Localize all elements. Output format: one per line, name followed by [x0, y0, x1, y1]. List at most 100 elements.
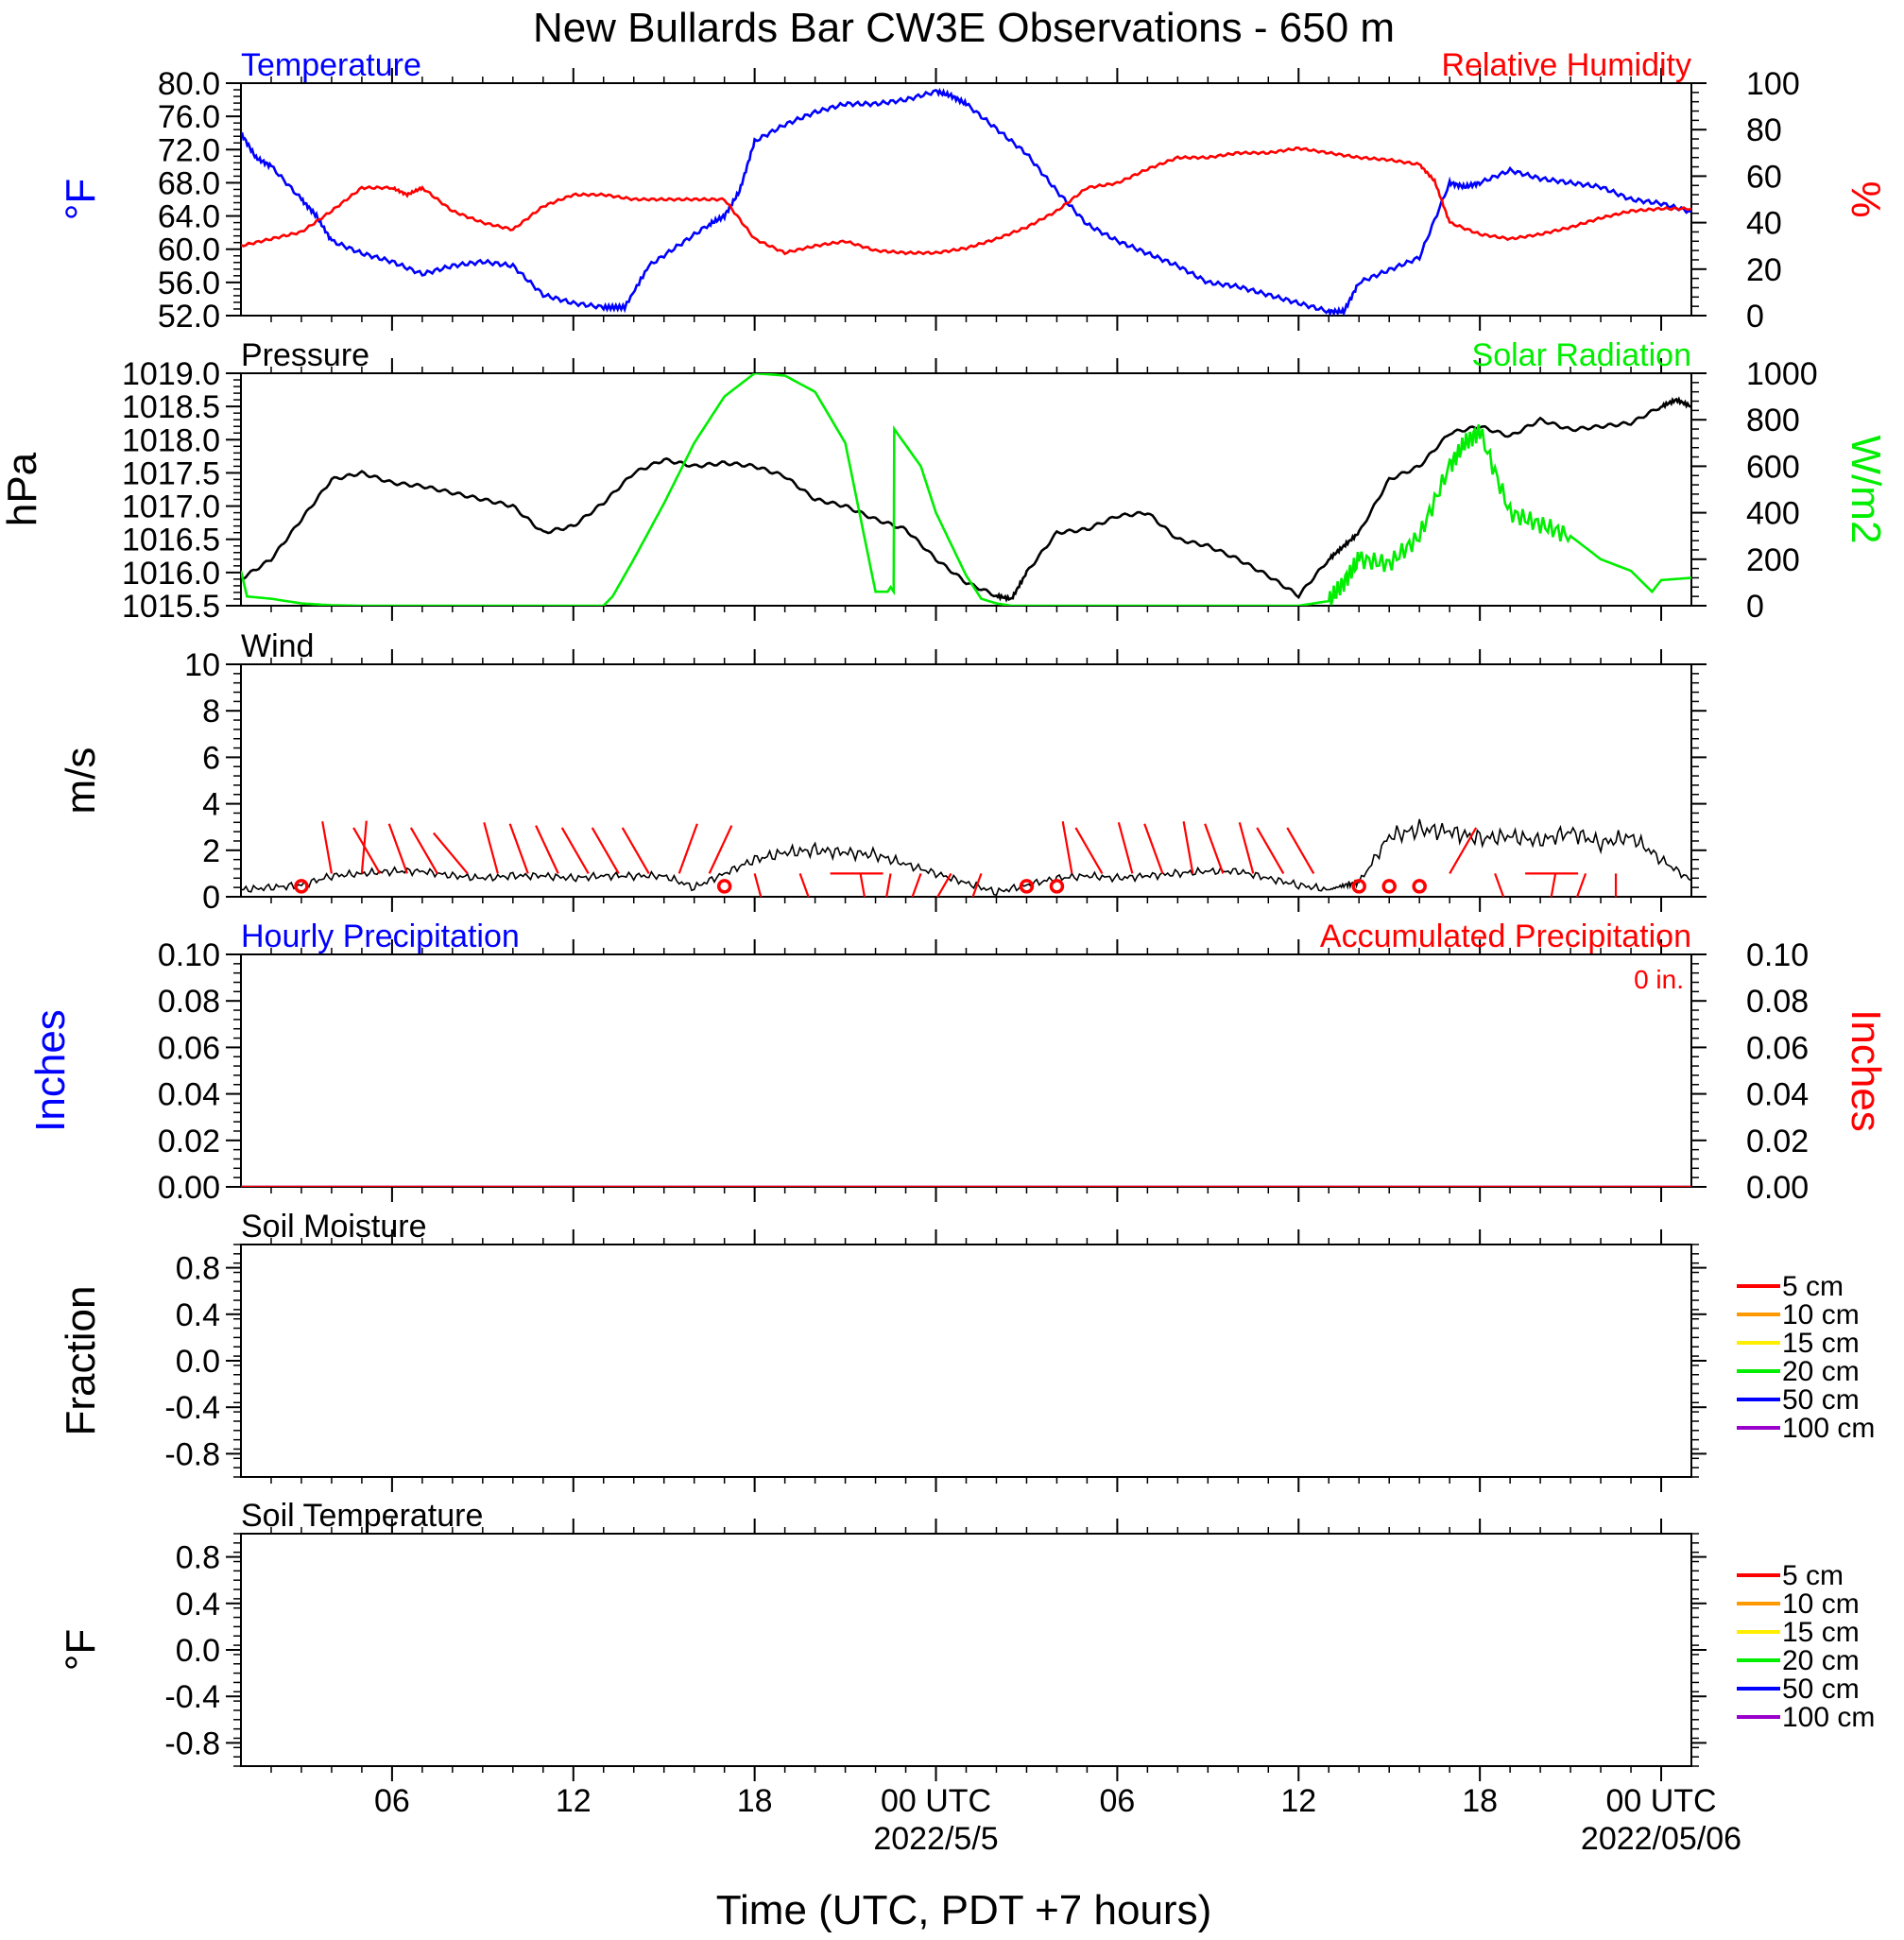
panel-title: Wind: [241, 628, 314, 664]
y-axis-label: hPa: [0, 452, 45, 526]
y-tick-label: 10: [184, 647, 220, 683]
y-right-tick-label: 0.10: [1746, 937, 1809, 973]
panel-wind: 0 2 4 6 8 10 Wind m/s: [58, 628, 1707, 916]
legend-label: 20 cm: [1782, 1645, 1860, 1676]
y-tick-label: 0: [202, 880, 220, 916]
x-tick-label: 18: [737, 1783, 773, 1819]
wind-barb: [911, 873, 922, 897]
wind-barb: [885, 873, 892, 897]
wind-barb: [936, 872, 952, 897]
y-right-tick-label: 1000: [1746, 356, 1818, 392]
y-right-tick-label: 800: [1746, 403, 1800, 438]
y-right-tick-label: 0.06: [1746, 1030, 1809, 1066]
wind-barb: [535, 825, 559, 874]
wind-barb: [1256, 827, 1285, 874]
legend-label: 15 cm: [1782, 1617, 1860, 1648]
y-axis-label-right: %: [1843, 180, 1889, 217]
plot-frame: [240, 1244, 1692, 1478]
panel-title: Temperature: [241, 47, 421, 83]
wind-barb: [621, 827, 650, 874]
y-tick-label: 0.06: [158, 1030, 220, 1066]
series-group: [241, 818, 1691, 897]
y-axis-label: m/s: [58, 747, 104, 815]
wind-barb: [1143, 823, 1164, 874]
series-line-relative-humidity: [241, 146, 1691, 256]
y-right-tick-label: 400: [1746, 496, 1800, 532]
wind-barb: [1204, 823, 1225, 874]
wind-barb: [798, 873, 810, 897]
panel-pressure: 1015.51016.01016.51017.01017.51018.01018…: [0, 337, 1889, 625]
wind-barb-calm: [1049, 879, 1065, 894]
y-tick-label: -0.4: [164, 1679, 220, 1715]
x-tick-label: 06: [1099, 1783, 1135, 1819]
panel-title: Hourly Precipitation: [241, 918, 520, 954]
y-tick-label: 0.10: [158, 937, 220, 973]
y-right-tick-label: 40: [1746, 206, 1782, 242]
y-tick-label: 1016.0: [122, 556, 220, 592]
x-tick-label: 06: [374, 1783, 410, 1819]
series-group: [241, 87, 1691, 316]
y-right-tick-label: 0: [1746, 589, 1764, 625]
y-tick-label: 60.0: [158, 232, 220, 268]
legend-label: 5 cm: [1782, 1271, 1844, 1302]
wind-barb-calm: [1412, 879, 1427, 894]
y-tick-label: 52.0: [158, 299, 220, 335]
panel-title-right: Solar Radiation: [1472, 337, 1691, 373]
y-tick-label: 64.0: [158, 199, 220, 235]
wind-barb: [1074, 827, 1104, 874]
panel-temperature: 52.056.060.064.068.072.076.080.0 0 20 40 60 8…: [58, 47, 1889, 335]
wind-barb: [1238, 822, 1255, 874]
y-tick-label: 56.0: [158, 266, 220, 301]
legend-label: 50 cm: [1782, 1674, 1860, 1705]
series-line-solar-radiation: [241, 373, 1691, 606]
wind-barb: [508, 823, 529, 874]
y-tick-label: 8: [202, 694, 220, 730]
wind-barb: [387, 823, 408, 874]
y-tick-label: 0.4: [176, 1297, 220, 1333]
y-tick-label: 0.8: [176, 1540, 220, 1576]
y-tick-label: 0.8: [176, 1251, 220, 1287]
legend-label: 10 cm: [1782, 1588, 1860, 1620]
y-tick-label: 4: [202, 787, 220, 823]
plot-frame: [240, 372, 1692, 607]
wind-barb: [971, 873, 983, 897]
y-right-tick-label: 200: [1746, 542, 1800, 578]
x-axis-title: Time (UTC, PDT +7 hours): [716, 1887, 1211, 1933]
wind-barb: [678, 823, 698, 874]
y-tick-label: -0.8: [164, 1436, 220, 1472]
panel-title-right: Accumulated Precipitation: [1320, 918, 1691, 954]
y-tick-label: 80.0: [158, 66, 220, 102]
wind-barb: [1117, 822, 1134, 874]
y-right-tick-label: 60: [1746, 159, 1782, 195]
wind-barb: [1575, 873, 1587, 897]
y-right-tick-label: 100: [1746, 66, 1800, 102]
y-tick-label: 0.04: [158, 1077, 220, 1113]
wind-barb: [1550, 873, 1557, 897]
wind-barb: [1182, 821, 1194, 874]
legend-label: 15 cm: [1782, 1328, 1860, 1359]
panel-title: Pressure: [241, 337, 369, 373]
accumulated-total-label: 0 in.: [1634, 965, 1684, 994]
series-group: [241, 373, 1691, 606]
panel-title: Soil Temperature: [241, 1498, 483, 1534]
wind-barb: [560, 827, 590, 874]
y-tick-label: 1017.5: [122, 455, 220, 491]
y-right-tick-label: 0.04: [1746, 1077, 1809, 1113]
y-right-tick-label: 20: [1746, 252, 1782, 288]
x-tick-label: 18: [1462, 1783, 1498, 1819]
panel-soil-moisture: -0.8 -0.4 0.0 0.4 0.8 Soil Moisture Fraction 5 …: [58, 1209, 1875, 1492]
y-tick-label: 6: [202, 740, 220, 776]
y-tick-label: 1018.0: [122, 422, 220, 458]
legend-label: 50 cm: [1782, 1384, 1860, 1416]
y-right-tick-label: 600: [1746, 449, 1800, 485]
x-date-label: 2022/5/5: [873, 1821, 998, 1857]
y-axis-label: Inches: [27, 1009, 74, 1132]
x-date-label: 2022/05/06: [1581, 1821, 1741, 1857]
wind-barb: [1449, 827, 1478, 874]
panel-hourly-precipitation: 0.00 0.02 0.04 0.06 0.08 0.10 0.00 0.02 0.04 0.06…: [27, 918, 1889, 1206]
y-right-tick-label: 0.08: [1746, 984, 1809, 1020]
y-axis-label-right: Inches: [1843, 1009, 1889, 1132]
panels: 52.056.060.064.068.072.076.080.002040608…: [0, 47, 1889, 1781]
wind-barb: [708, 825, 733, 874]
